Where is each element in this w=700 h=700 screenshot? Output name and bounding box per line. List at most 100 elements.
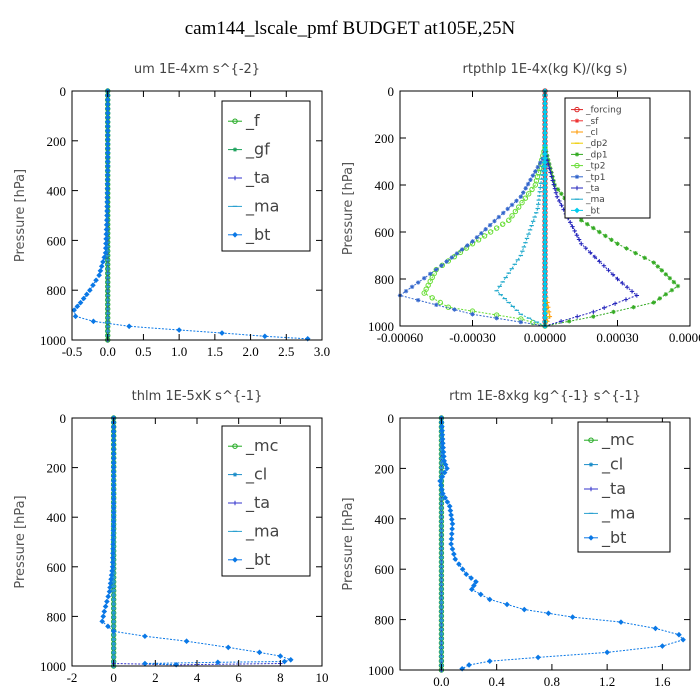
series-point	[542, 142, 548, 149]
y-tick-label: 600	[47, 560, 67, 575]
series-point	[483, 227, 488, 232]
series-point	[440, 490, 446, 497]
series-point	[104, 162, 111, 169]
series-point	[504, 601, 510, 608]
legend-label: _ta	[585, 184, 600, 194]
legend-marker	[574, 162, 580, 169]
series-point	[542, 201, 548, 208]
series-point	[542, 109, 548, 115]
series-point	[592, 254, 598, 260]
series-point	[547, 166, 552, 171]
series-point	[506, 217, 512, 223]
legend-marker	[232, 557, 238, 563]
legend-label: _mc	[601, 430, 634, 450]
panel-title: rtm 1E-8xkg kg^{-1} s^{-1}	[449, 389, 641, 404]
series-point	[574, 233, 580, 238]
y-tick-label: 0	[60, 84, 67, 99]
legend-marker	[232, 232, 238, 238]
series-point	[651, 260, 656, 265]
series-point	[535, 654, 541, 661]
y-tick-label: 200	[375, 131, 395, 146]
series-point	[74, 303, 81, 310]
series-point	[542, 138, 548, 145]
series-point	[591, 309, 596, 315]
series-point	[110, 536, 116, 543]
series-point	[104, 598, 110, 605]
x-tick-label: 0.8	[544, 674, 560, 689]
series-point	[542, 151, 548, 157]
series-point	[109, 559, 116, 566]
series-point	[542, 184, 548, 191]
series-point	[576, 237, 582, 242]
series-point	[469, 586, 475, 593]
series-point	[440, 444, 446, 451]
series-point	[108, 576, 114, 582]
series-point	[110, 482, 117, 489]
series-point	[558, 319, 564, 324]
series-point	[104, 110, 111, 116]
series-point	[98, 263, 105, 270]
series-point	[542, 226, 548, 233]
series-point	[444, 465, 450, 472]
y-axis-label: Pressure [hPa]	[13, 169, 28, 262]
series-point	[542, 302, 548, 308]
series-point	[667, 276, 673, 281]
legend-label: _gf	[245, 140, 270, 160]
x-tick-label: 2.0	[242, 344, 258, 359]
series-point	[633, 250, 638, 256]
series-point	[106, 588, 113, 595]
x-tick-label: 0.4	[489, 674, 506, 689]
series-point	[444, 499, 451, 505]
series-point	[444, 259, 449, 264]
series-point	[559, 191, 564, 197]
series-point	[569, 614, 576, 620]
series-point	[611, 309, 616, 315]
series-point	[542, 130, 548, 136]
series-point	[440, 440, 446, 446]
series-point	[525, 181, 531, 187]
series-point	[559, 203, 564, 208]
series-point	[104, 127, 111, 134]
series-point	[277, 653, 284, 659]
series-point	[546, 162, 551, 167]
series-point	[446, 503, 453, 509]
plot-frame	[399, 417, 691, 671]
y-tick-label: 1000	[368, 319, 394, 334]
series-point	[500, 221, 506, 227]
series-point	[434, 267, 439, 272]
series-point	[542, 293, 548, 300]
series-point	[415, 280, 421, 285]
legend-label: _ta	[245, 168, 270, 188]
series-point	[104, 176, 111, 183]
legend-label: _mc	[245, 436, 278, 456]
x-tick-label: -2	[67, 670, 78, 685]
legend-marker	[232, 443, 238, 449]
series-point	[104, 114, 111, 121]
series-point	[93, 277, 99, 284]
series-point	[496, 214, 502, 220]
series-point	[542, 197, 548, 203]
series-point	[516, 204, 522, 210]
legend-label: _ma	[245, 196, 279, 216]
series-point	[529, 186, 535, 193]
series-point	[542, 264, 548, 271]
series-point	[671, 279, 677, 285]
series-point	[104, 140, 111, 147]
series-point	[542, 209, 548, 216]
series-point	[466, 662, 472, 668]
plot-frame	[71, 90, 323, 341]
series-bt	[71, 88, 311, 342]
series-point	[601, 263, 607, 268]
series-point	[449, 521, 456, 527]
series-point	[102, 603, 109, 610]
series-point	[104, 136, 111, 143]
series-point	[542, 277, 548, 283]
series-point	[104, 199, 110, 205]
series-point	[449, 526, 455, 532]
x-tick-label: 0.0	[100, 344, 116, 359]
series-point	[104, 105, 111, 112]
y-tick-label: 800	[47, 609, 67, 624]
series-point	[618, 619, 624, 625]
series-point	[604, 649, 610, 656]
series-point	[448, 541, 454, 547]
